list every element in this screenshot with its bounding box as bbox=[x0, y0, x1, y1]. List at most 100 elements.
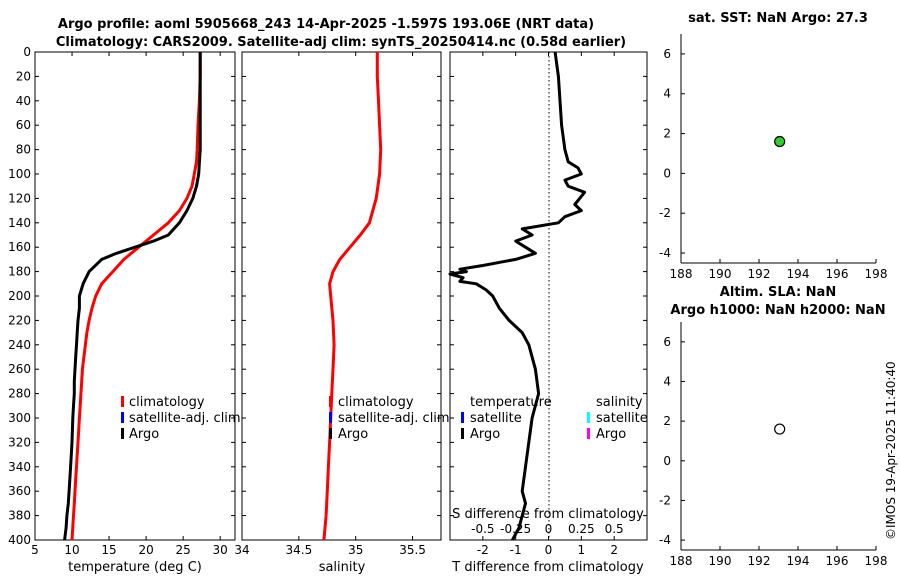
legend-argo-label: Argo bbox=[129, 427, 159, 442]
temperature-ytick-label: 320 bbox=[8, 435, 31, 449]
legend-satellite-swatch bbox=[329, 412, 332, 423]
temperature-panel: 0 20 40 60 80 100 120 140 160 180 200 220 240 260 280 3… bbox=[8, 45, 241, 575]
sla-xtick-label: 198 bbox=[865, 554, 888, 568]
temperature-ytick-label: 0 bbox=[23, 45, 31, 59]
temperature-xtick-label: 25 bbox=[176, 543, 191, 557]
salinity-axes-box bbox=[241, 51, 442, 541]
sla-xtick-label: 192 bbox=[748, 554, 771, 568]
difference-panel: -2 -1 0 1 2 T difference from climatology S … bbox=[448, 51, 648, 575]
legend-climatology-label: climatology bbox=[338, 395, 414, 410]
sst-xtick-label: 196 bbox=[826, 267, 849, 281]
salinity-panel: 34 34.5 35 35.5 salinity climatology satell… bbox=[234, 51, 450, 575]
sst-panel: sat. SST: NaN Argo: 27.3 188 190 192 194 196… bbox=[659, 11, 887, 281]
legend-argo-swatch bbox=[121, 428, 124, 439]
temperature-ytick-label: 200 bbox=[8, 289, 31, 303]
legend-satellite-label: satellite-adj. clim bbox=[129, 411, 241, 426]
temperature-xtick-label: 5 bbox=[31, 543, 39, 557]
sst-ytick-label: 4 bbox=[663, 87, 671, 101]
legend-argo-label: Argo bbox=[338, 427, 368, 442]
difference-xtick-label: -1 bbox=[510, 543, 522, 557]
difference-top-tick-label: 0.5 bbox=[605, 522, 624, 536]
difference-top-xlabel: S difference from climatology bbox=[452, 507, 644, 522]
sla-point bbox=[774, 423, 786, 435]
legend-temperature-title: temperature bbox=[470, 395, 552, 410]
temperature-ytick-label: 100 bbox=[8, 167, 31, 181]
temperature-ytick-label: 300 bbox=[8, 411, 31, 425]
sst-point bbox=[774, 135, 786, 148]
sst-title: sat. SST: NaN Argo: 27.3 bbox=[688, 11, 868, 26]
legend-s-satellite-label: satellite bbox=[596, 411, 648, 426]
legend-t-argo-swatch bbox=[461, 428, 464, 439]
salinity-xtick-label: 34 bbox=[234, 543, 249, 557]
temperature-legend: climatology satellite-adj. clim Argo bbox=[121, 395, 241, 442]
temperature-xlabel: temperature (deg C) bbox=[68, 560, 202, 575]
sst-xtick-label: 188 bbox=[670, 267, 693, 281]
temperature-ytick-label: 140 bbox=[8, 216, 31, 230]
temperature-xtick-label: 30 bbox=[213, 543, 228, 557]
difference-xtick-label: 1 bbox=[578, 543, 586, 557]
temperature-axes-box bbox=[34, 51, 236, 541]
sla-title-line1: Altim. SLA: NaN bbox=[720, 285, 836, 300]
temperature-ytick-label: 60 bbox=[16, 118, 31, 132]
sst-xtick-label: 194 bbox=[787, 267, 810, 281]
temperature-ytick-label: 80 bbox=[16, 143, 31, 157]
legend-argo-swatch bbox=[329, 428, 332, 439]
legend-climatology-swatch bbox=[121, 396, 124, 407]
temperature-xtick-label: 15 bbox=[101, 543, 116, 557]
temperature-xtick-label: 10 bbox=[64, 543, 79, 557]
sla-xtick-label: 188 bbox=[670, 554, 693, 568]
legend-t-satellite-swatch bbox=[461, 412, 464, 423]
sla-xtick-label: 196 bbox=[826, 554, 849, 568]
legend-s-argo-label: Argo bbox=[596, 427, 626, 442]
temperature-ytick-label: 260 bbox=[8, 362, 31, 376]
salinity-xtick-label: 34.5 bbox=[285, 543, 312, 557]
figure-title-line1: Argo profile: aoml 5905668_243 14-Apr-20… bbox=[58, 17, 594, 32]
difference-xtick-label: -2 bbox=[477, 543, 489, 557]
legend-salinity-title: salinity bbox=[596, 395, 643, 410]
legend-satellite-swatch bbox=[121, 412, 124, 423]
legend-t-argo-label: Argo bbox=[470, 427, 500, 442]
sla-ytick-label: 6 bbox=[663, 335, 671, 349]
sst-ytick-label: 2 bbox=[663, 127, 671, 141]
salinity-xtick-label: 35.5 bbox=[399, 543, 426, 557]
sla-ytick-label: -4 bbox=[659, 533, 671, 547]
sst-ytick-label: -4 bbox=[659, 246, 671, 260]
temperature-ytick-label: 240 bbox=[8, 338, 31, 352]
temperature-series-argo bbox=[63, 52, 202, 541]
sst-ytick-label: -2 bbox=[659, 206, 671, 220]
temperature-ytick-label: 400 bbox=[8, 533, 31, 547]
temperature-ytick-label: 160 bbox=[8, 240, 31, 254]
legend-satellite-label: satellite-adj. clim bbox=[338, 411, 450, 426]
legend-climatology-label: climatology bbox=[129, 395, 205, 410]
temperature-ytick-label: 280 bbox=[8, 387, 31, 401]
temperature-ytick-label: 360 bbox=[8, 484, 31, 498]
legend-s-satellite-swatch bbox=[587, 412, 590, 423]
sla-ytick-label: 4 bbox=[663, 374, 671, 388]
sla-xtick-label: 194 bbox=[787, 554, 810, 568]
temperature-ytick-label: 180 bbox=[8, 265, 31, 279]
legend-t-satellite-label: satellite bbox=[470, 411, 522, 426]
temperature-ytick-label: 20 bbox=[16, 69, 31, 83]
figure-title-line2: Climatology: CARS2009. Satellite-adj cli… bbox=[56, 35, 626, 50]
sst-xtick-label: 190 bbox=[709, 267, 732, 281]
difference-xtick-label: 2 bbox=[610, 543, 618, 557]
sla-panel: Altim. SLA: NaN Argo h1000: NaN h2000: N… bbox=[659, 285, 887, 568]
salinity-xtick-label: 35 bbox=[348, 543, 363, 557]
temperature-ytick-label: 220 bbox=[8, 313, 31, 327]
difference-legend: temperature satellite Argo salinity sate… bbox=[461, 395, 648, 442]
temperature-ytick-label: 40 bbox=[16, 94, 31, 108]
sla-xtick-label: 190 bbox=[709, 554, 732, 568]
salinity-series-climatology bbox=[322, 52, 383, 541]
difference-xlabel: T difference from climatology bbox=[451, 560, 644, 575]
difference-top-tick-label: -0.25 bbox=[500, 522, 531, 536]
temperature-xtick-label: 20 bbox=[138, 543, 153, 557]
difference-xtick-label: 0 bbox=[545, 543, 553, 557]
temperature-ytick-label: 380 bbox=[8, 509, 31, 523]
difference-top-tick-label: -0.5 bbox=[471, 522, 494, 536]
difference-top-tick-label: 0 bbox=[545, 522, 553, 536]
salinity-xlabel: salinity bbox=[319, 560, 366, 575]
sla-title-line2: Argo h1000: NaN h2000: NaN bbox=[670, 303, 885, 318]
legend-climatology-swatch bbox=[329, 396, 332, 407]
temperature-ytick-label: 120 bbox=[8, 191, 31, 205]
sst-ytick-label: 6 bbox=[663, 47, 671, 61]
